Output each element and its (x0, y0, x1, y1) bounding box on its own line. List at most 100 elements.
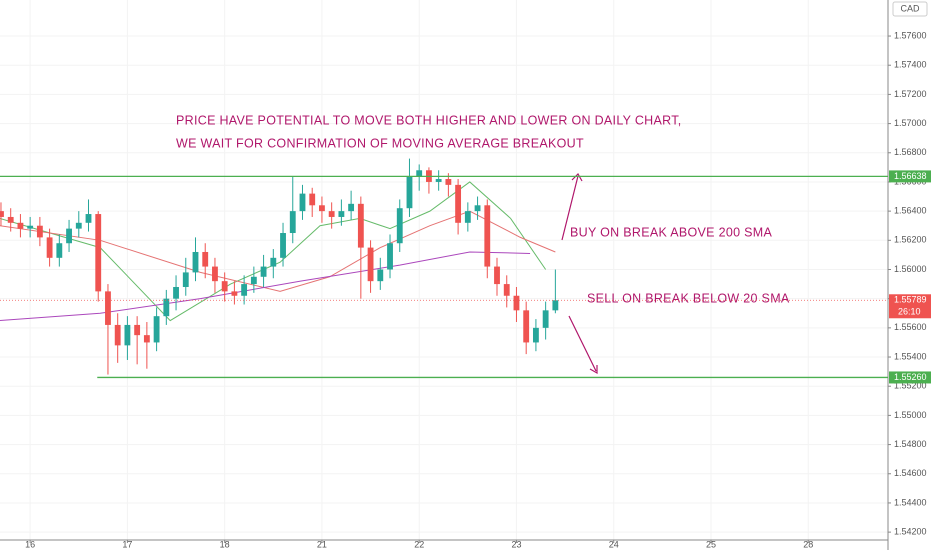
y-tick-label: 1.57400 (894, 60, 927, 70)
candle-body (299, 193, 306, 212)
candle-body (75, 222, 82, 229)
arrow-down (568, 315, 598, 375)
annotation: WE WAIT FOR CONFIRMATION OF MOVING AVERA… (176, 136, 584, 150)
candle-body (348, 203, 355, 212)
candle-body (552, 300, 559, 311)
annotation: SELL ON BREAK BELOW 20 SMA (587, 291, 790, 305)
candle-body (406, 176, 413, 209)
candle-body (173, 286, 179, 299)
x-tick-label: 28 (803, 539, 813, 549)
candle-body (143, 335, 150, 343)
candle-body (474, 205, 481, 212)
candle-body (416, 170, 423, 177)
candle-body (377, 269, 384, 282)
candle-body (513, 295, 520, 311)
arrows (561, 173, 598, 375)
x-tick-label: 25 (706, 539, 716, 549)
candle-body (280, 233, 286, 258)
last-price-label: 1.55789 (894, 295, 927, 305)
arrow-up (561, 173, 583, 241)
y-tick-label: 1.55600 (894, 322, 927, 332)
level-label: 1.55260 (894, 372, 927, 382)
annotation: PRICE HAVE POTENTIAL TO MOVE BOTH HIGHER… (176, 113, 682, 127)
x-tick-label: 16 (25, 539, 35, 549)
candle-body (338, 211, 345, 217)
candle-body (95, 214, 102, 292)
candle-body (134, 324, 141, 336)
candle-body (202, 251, 209, 267)
candle-body (542, 310, 549, 328)
candle-body (153, 316, 160, 343)
candle-body (46, 237, 53, 258)
moving-average (0, 181, 547, 322)
candle-body (494, 266, 500, 285)
candle-body (7, 216, 14, 223)
last-price-box (889, 294, 931, 319)
y-tick-label: 1.54200 (894, 526, 927, 536)
x-tick-label: 22 (414, 539, 424, 549)
y-tick-label: 1.54400 (894, 497, 927, 507)
candle-body (319, 205, 325, 212)
candle-body (523, 310, 530, 343)
y-tick-label: 1.54600 (894, 468, 927, 478)
x-tick-label: 23 (511, 539, 521, 549)
candle-body (503, 284, 510, 296)
y-tick-label: 1.56000 (894, 264, 927, 274)
candle-body (85, 214, 92, 223)
candle-body (27, 225, 34, 229)
candle-body (114, 324, 121, 346)
x-tick-label: 24 (609, 539, 619, 549)
moving-average (0, 210, 556, 292)
candle-body (56, 243, 63, 258)
y-tick-label: 1.54800 (894, 439, 927, 449)
y-tick-label: 1.55200 (894, 381, 927, 391)
candle-body (0, 211, 4, 217)
level-box (889, 170, 931, 183)
y-tick-label: 1.57200 (894, 89, 927, 99)
level-label: 1.56638 (894, 171, 927, 181)
countdown-label: 26:10 (898, 307, 921, 317)
candle-body (231, 291, 238, 296)
candle-body (105, 291, 111, 325)
candle-body (435, 179, 442, 182)
y-tick-label: 1.56400 (894, 206, 927, 216)
candle-body (192, 251, 199, 273)
level-box (889, 371, 931, 384)
y-tick-label: 1.57600 (894, 30, 927, 40)
candle-body (36, 225, 43, 238)
currency-box[interactable] (892, 1, 928, 17)
candle-body (309, 193, 316, 206)
candle-body (396, 208, 403, 244)
x-tick-label: 17 (122, 539, 132, 549)
candle-body (241, 284, 248, 296)
x-tick-label: 21 (317, 539, 327, 549)
candle-body (455, 184, 462, 223)
y-tick-label: 1.55000 (894, 410, 927, 420)
candle-body (328, 211, 335, 217)
y-tick-label: 1.56200 (894, 235, 927, 245)
candle-body (387, 243, 393, 270)
y-tick-label: 1.56800 (894, 147, 927, 157)
candle-body (484, 205, 491, 267)
candle-body (289, 211, 296, 234)
candle-body (250, 276, 257, 285)
candle-body (367, 247, 374, 282)
candle-body (124, 324, 131, 346)
moving-average (0, 251, 531, 322)
candle-body (221, 281, 228, 292)
candle-body (66, 228, 72, 244)
candle-body (270, 257, 277, 267)
candle-body (212, 266, 218, 282)
candle-body (357, 203, 364, 248)
candle-body (182, 272, 189, 287)
x-tick-label: 18 (220, 539, 230, 549)
candle-body (17, 222, 24, 229)
y-tick-label: 1.55400 (894, 351, 927, 361)
currency-label: CAD (900, 3, 920, 13)
annotation: BUY ON BREAK ABOVE 200 SMA (570, 225, 772, 239)
candle-body (464, 211, 471, 223)
candle-body (532, 327, 539, 343)
